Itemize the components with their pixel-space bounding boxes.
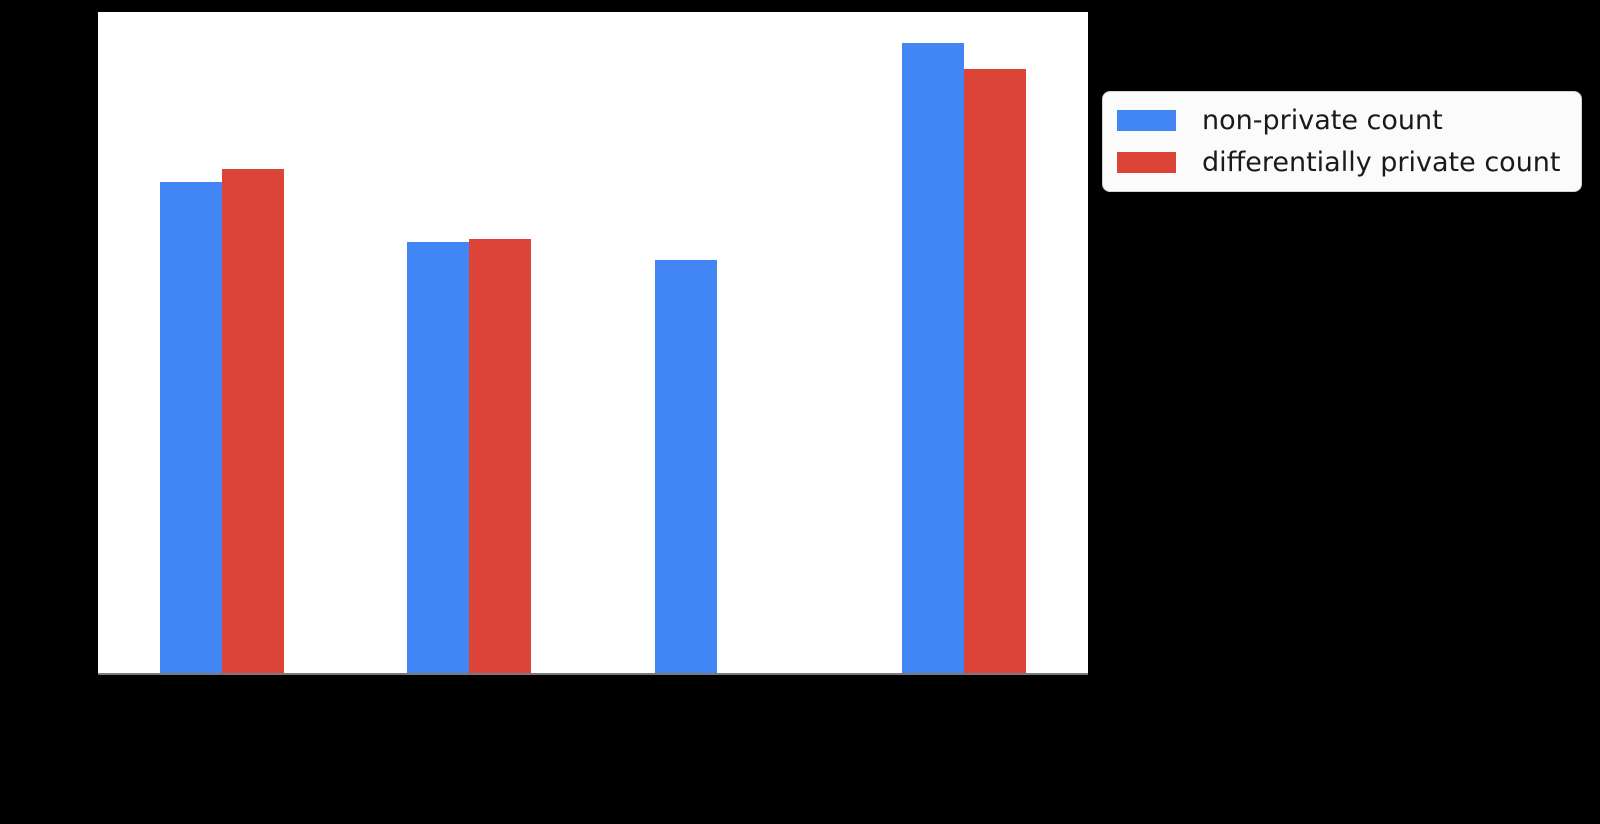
legend-swatch-blue-icon <box>1117 110 1176 131</box>
legend: non-private count differentially private… <box>1102 91 1582 192</box>
bar-blue-group-1 <box>159 182 222 673</box>
bar-blue-group-4 <box>902 43 965 673</box>
bar-blue-group-3 <box>654 260 717 673</box>
bar-red-group-1 <box>221 169 284 673</box>
legend-label-dp: differentially private count <box>1202 147 1561 178</box>
legend-item-dp: differentially private count <box>1117 147 1561 178</box>
bar-red-group-4 <box>964 69 1027 673</box>
plot-area <box>98 12 1088 675</box>
bar-red-group-2 <box>469 239 532 673</box>
legend-label-non-private: non-private count <box>1202 105 1443 136</box>
legend-swatch-red-icon <box>1117 152 1176 173</box>
legend-item-non-private: non-private count <box>1117 105 1561 136</box>
bar-blue-group-2 <box>407 242 470 673</box>
